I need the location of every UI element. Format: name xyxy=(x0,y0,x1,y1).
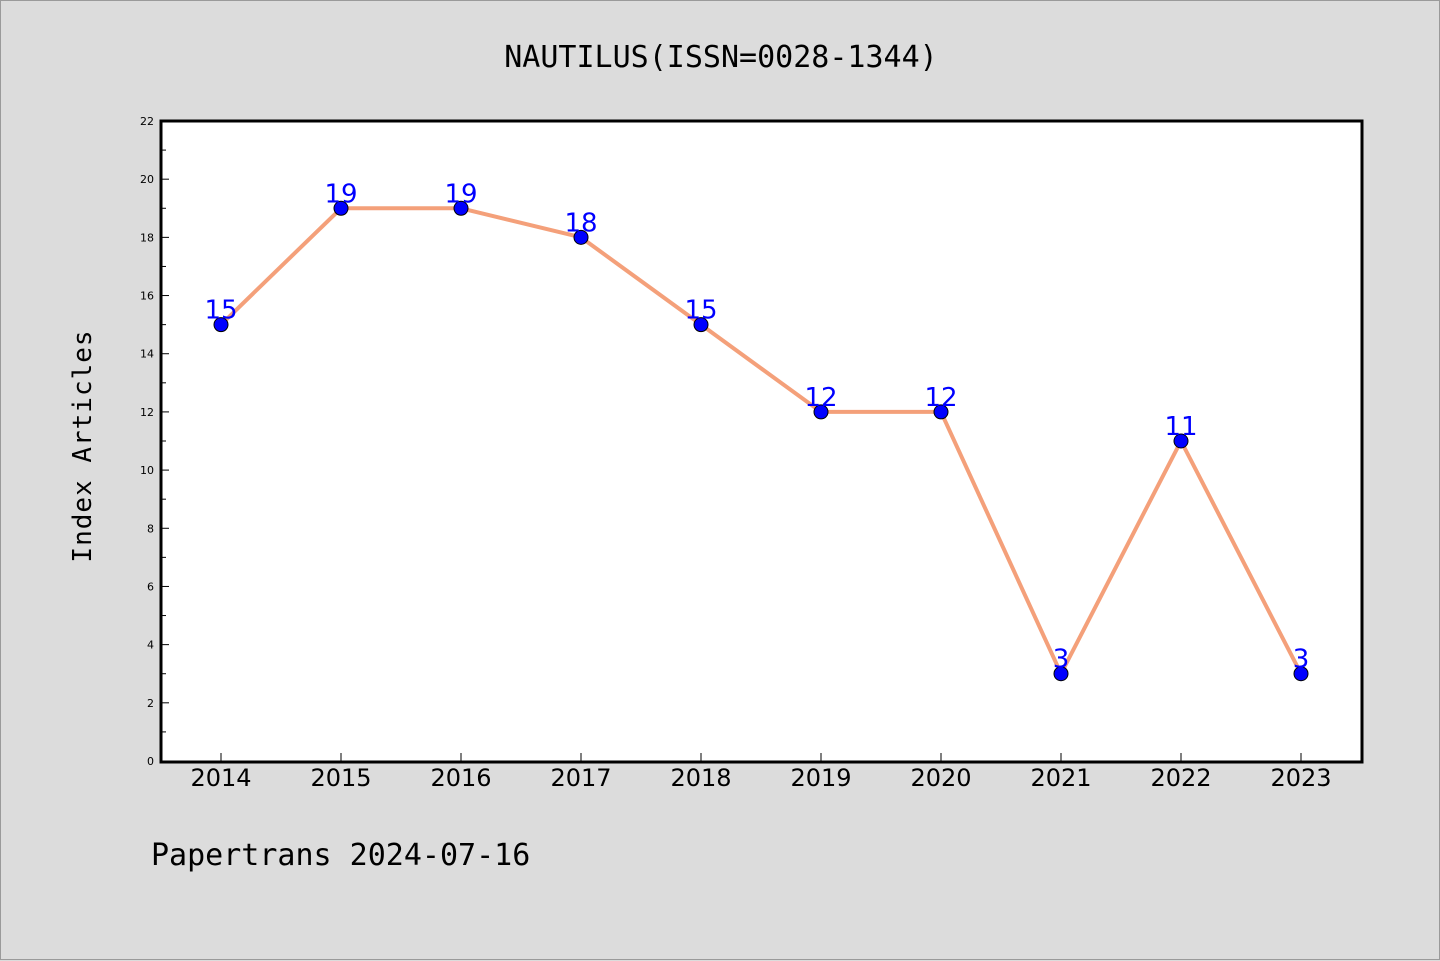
data-label: 15 xyxy=(204,296,237,326)
x-tick-label: 2020 xyxy=(910,764,971,792)
y-axis-label: Index Articles xyxy=(68,329,98,562)
data-label: 19 xyxy=(444,179,477,209)
y-tick-label: 18 xyxy=(140,231,154,244)
y-axis: 0 2 4 6 8 10 12 14 16 18 20 22 xyxy=(140,115,169,768)
data-label: 19 xyxy=(324,179,357,209)
x-tick-label: 2015 xyxy=(310,764,371,792)
data-label: 15 xyxy=(684,296,717,326)
x-tick-label: 2018 xyxy=(670,764,731,792)
y-tick-label: 12 xyxy=(140,406,154,419)
y-tick-label: 2 xyxy=(147,697,154,710)
data-label: 12 xyxy=(804,383,837,413)
x-tick-label: 2023 xyxy=(1270,764,1331,792)
footer-text: Papertrans 2024-07-16 xyxy=(151,838,530,873)
x-tick-label: 2016 xyxy=(430,764,491,792)
x-tick-label: 2019 xyxy=(790,764,851,792)
y-tick-label: 10 xyxy=(140,464,154,477)
data-labels: 15 19 19 18 15 12 12 3 11 3 xyxy=(204,179,1309,674)
data-point xyxy=(1053,666,1069,682)
data-point xyxy=(573,229,589,245)
data-point xyxy=(933,404,949,420)
chart-title: NAUTILUS(ISSN=0028-1344) xyxy=(504,40,937,75)
x-tick-label: 2017 xyxy=(550,764,611,792)
data-label: 12 xyxy=(924,383,957,413)
x-tick-label: 2014 xyxy=(190,764,251,792)
data-point xyxy=(213,317,229,333)
y-tick-label: 14 xyxy=(140,348,154,361)
y-tick-label: 0 xyxy=(147,755,154,768)
data-point xyxy=(1173,433,1189,449)
plot-area xyxy=(159,119,1364,764)
y-tick-label: 8 xyxy=(147,522,154,535)
y-tick-label: 4 xyxy=(147,639,154,652)
x-tick-label: 2022 xyxy=(1150,764,1211,792)
data-label: 3 xyxy=(1293,645,1310,675)
series-line-group xyxy=(219,206,1303,676)
y-tick-label: 22 xyxy=(140,115,154,128)
data-points xyxy=(213,200,1309,682)
data-point xyxy=(693,317,709,333)
data-label: 18 xyxy=(564,208,597,238)
series-line xyxy=(219,206,1303,676)
y-tick-label: 20 xyxy=(140,173,154,186)
x-tick-label: 2021 xyxy=(1030,764,1091,792)
data-label: 3 xyxy=(1053,645,1070,675)
y-tick-label: 16 xyxy=(140,290,154,303)
data-point xyxy=(813,404,829,420)
y-tick-label: 6 xyxy=(147,580,154,593)
data-label: 11 xyxy=(1164,412,1197,442)
x-axis: 2014 2015 2016 2017 2018 2019 2020 2021 2022 2023 xyxy=(190,753,1332,792)
data-point xyxy=(333,200,349,216)
data-point xyxy=(453,200,469,216)
data-point xyxy=(1293,666,1309,682)
